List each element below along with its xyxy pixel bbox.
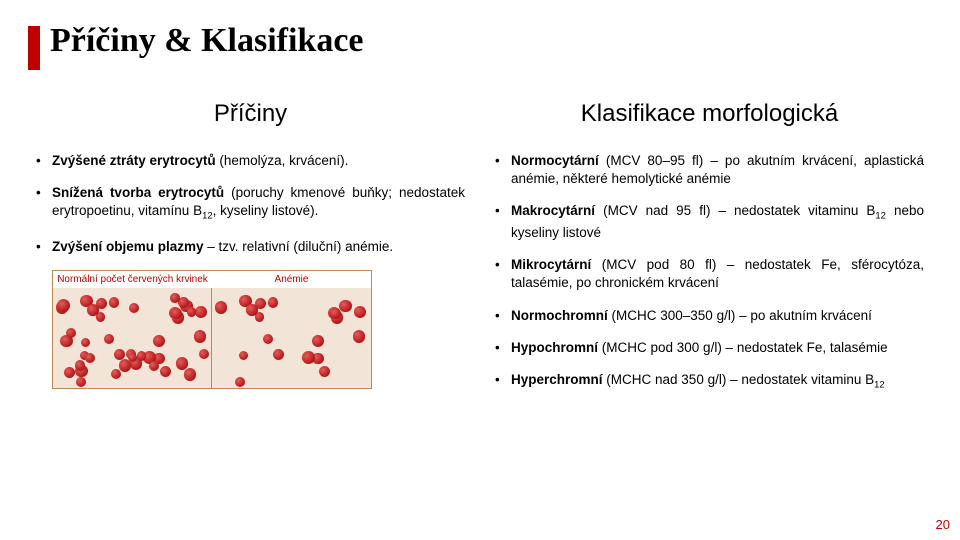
blood-cell — [149, 361, 159, 371]
blood-cell — [184, 368, 197, 381]
blood-cell — [353, 330, 365, 342]
bullet-item: Mikrocytární (MCV pod 80 fl) – nedostate… — [495, 256, 924, 292]
panel-box-normal — [53, 288, 212, 388]
bullet-item: Zvýšené ztráty erytrocytů (hemolýza, krv… — [36, 152, 465, 170]
blood-cell — [176, 357, 188, 369]
right-bullets: Normocytární (MCV 80–95 fl) – po akutním… — [495, 152, 924, 392]
blood-cell — [195, 306, 207, 318]
title-accent-bar — [28, 26, 40, 70]
blood-cell — [170, 293, 180, 303]
blood-cell — [194, 330, 206, 342]
blood-cell — [199, 349, 210, 360]
blood-cell — [215, 301, 227, 313]
right-heading: Klasifikace morfologická — [495, 100, 924, 128]
blood-cell — [339, 300, 351, 312]
bullet-item: Normochromní (MCHC 300–350 g/l) – po aku… — [495, 307, 924, 325]
blood-cell — [104, 334, 114, 344]
bullet-item: Makrocytární (MCV nad 95 fl) – nedostate… — [495, 202, 924, 242]
blood-cell — [76, 377, 86, 387]
blood-cell — [302, 351, 315, 364]
blood-cell — [268, 297, 279, 308]
blood-cell — [153, 335, 165, 347]
blood-cell — [239, 351, 249, 361]
panel-label-normal: Normální počet červených krvinek — [53, 271, 212, 288]
blood-cell — [111, 369, 121, 379]
blood-cell — [312, 335, 324, 347]
blood-cell — [66, 328, 76, 338]
blood-cell — [81, 338, 90, 347]
blood-cell — [235, 377, 245, 387]
page-number: 20 — [936, 517, 950, 532]
blood-cell — [330, 308, 341, 319]
figure-panel-normal: Normální počet červených krvinek — [53, 271, 212, 388]
blood-cell — [57, 299, 70, 312]
right-column: Klasifikace morfologická Normocytární (M… — [495, 100, 924, 406]
bullet-item: Snížená tvorba erytrocytů (poruchy kmeno… — [36, 184, 465, 224]
blood-cell — [87, 304, 98, 315]
blood-cell — [263, 334, 273, 344]
slide-title: Příčiny & Klasifikace — [50, 22, 364, 60]
left-bullets: Zvýšené ztráty erytrocytů (hemolýza, krv… — [36, 152, 465, 256]
blood-cell — [137, 351, 146, 360]
blood-cell — [85, 353, 95, 363]
bullet-item: Normocytární (MCV 80–95 fl) – po akutním… — [495, 152, 924, 188]
blood-cell — [109, 297, 120, 308]
bullet-item: Hypochromní (MCHC pod 300 g/l) – nedosta… — [495, 339, 924, 357]
left-heading: Příčiny — [36, 100, 465, 128]
figure-panel-anemia: Anémie — [212, 271, 371, 388]
panel-box-anemia — [212, 288, 371, 388]
blood-cell — [129, 303, 139, 313]
two-column-layout: Příčiny Zvýšené ztráty erytrocytů (hemol… — [36, 100, 924, 406]
blood-cell — [187, 307, 196, 316]
blood-cells-figure: Normální počet červených krvinek Anémie — [52, 270, 372, 389]
left-column: Příčiny Zvýšené ztráty erytrocytů (hemol… — [36, 100, 465, 406]
bullet-item: Zvýšení objemu plazmy – tzv. relativní (… — [36, 238, 465, 256]
bullet-item: Hyperchromní (MCHC nad 350 g/l) – nedost… — [495, 371, 924, 392]
blood-cell — [246, 304, 257, 315]
blood-cell — [273, 349, 284, 360]
blood-cell — [64, 367, 75, 378]
blood-cell — [171, 308, 182, 319]
panel-label-anemia: Anémie — [212, 271, 371, 288]
blood-cell — [319, 366, 330, 377]
blood-cell — [354, 306, 366, 318]
blood-cell — [178, 297, 189, 308]
blood-cell — [160, 366, 171, 377]
